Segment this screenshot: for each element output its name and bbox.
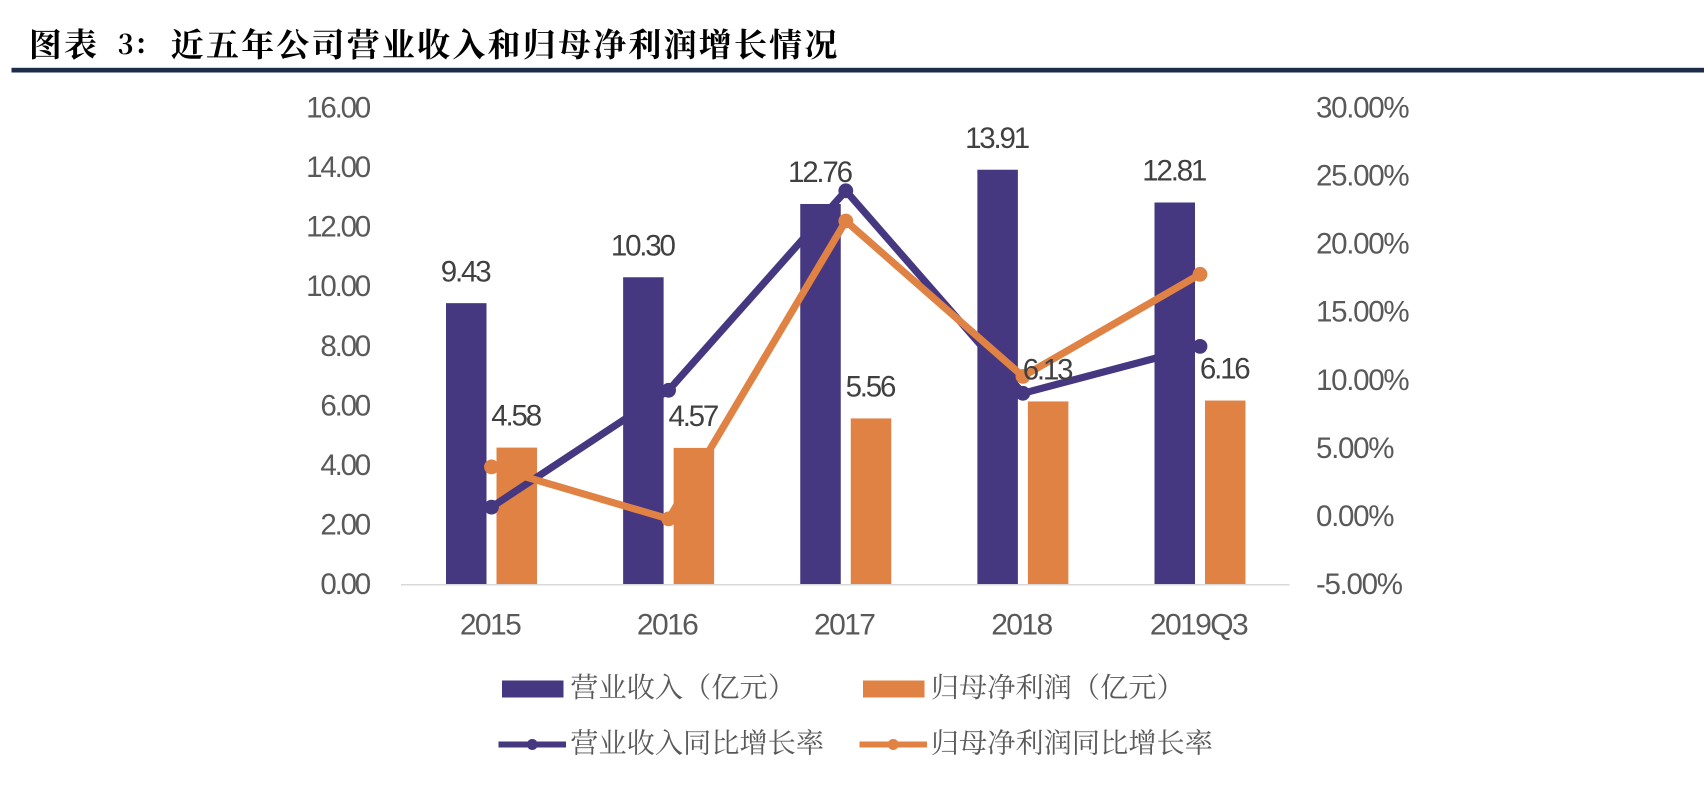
- svg-text:13.91: 13.91: [965, 122, 1029, 155]
- svg-text:6.13: 6.13: [1023, 354, 1073, 387]
- svg-text:4.00: 4.00: [320, 449, 370, 482]
- svg-text:12.81: 12.81: [1142, 155, 1206, 188]
- svg-text:10.30: 10.30: [611, 229, 676, 262]
- svg-text:30.00%: 30.00%: [1316, 92, 1409, 125]
- svg-text:2015: 2015: [460, 609, 521, 642]
- svg-text:12.76: 12.76: [788, 156, 853, 189]
- svg-text:14.00: 14.00: [306, 151, 371, 184]
- svg-text:6.00: 6.00: [320, 389, 370, 422]
- svg-text:12.00: 12.00: [306, 211, 371, 244]
- svg-text:5.00%: 5.00%: [1316, 432, 1394, 465]
- svg-text:4.57: 4.57: [668, 400, 717, 433]
- svg-text:9.43: 9.43: [441, 255, 491, 288]
- svg-text:10.00: 10.00: [306, 270, 371, 303]
- svg-text:2019Q3: 2019Q3: [1150, 609, 1248, 642]
- svg-text:25.00%: 25.00%: [1316, 160, 1409, 193]
- svg-text:2.00: 2.00: [320, 508, 370, 541]
- svg-text:2016: 2016: [637, 609, 698, 642]
- svg-text:2017: 2017: [814, 609, 875, 642]
- svg-text:-5.00%: -5.00%: [1316, 568, 1403, 601]
- svg-text:0.00: 0.00: [320, 568, 370, 601]
- svg-text:0.00%: 0.00%: [1316, 500, 1394, 533]
- svg-text:5.56: 5.56: [846, 371, 896, 404]
- svg-text:20.00%: 20.00%: [1316, 228, 1409, 261]
- svg-text:4.58: 4.58: [491, 400, 541, 433]
- svg-text:6.16: 6.16: [1200, 353, 1250, 386]
- svg-text:15.00%: 15.00%: [1316, 296, 1409, 329]
- svg-text:2018: 2018: [991, 609, 1052, 642]
- svg-text:16.00: 16.00: [306, 92, 371, 125]
- svg-text:10.00%: 10.00%: [1316, 364, 1409, 397]
- svg-text:8.00: 8.00: [320, 330, 370, 363]
